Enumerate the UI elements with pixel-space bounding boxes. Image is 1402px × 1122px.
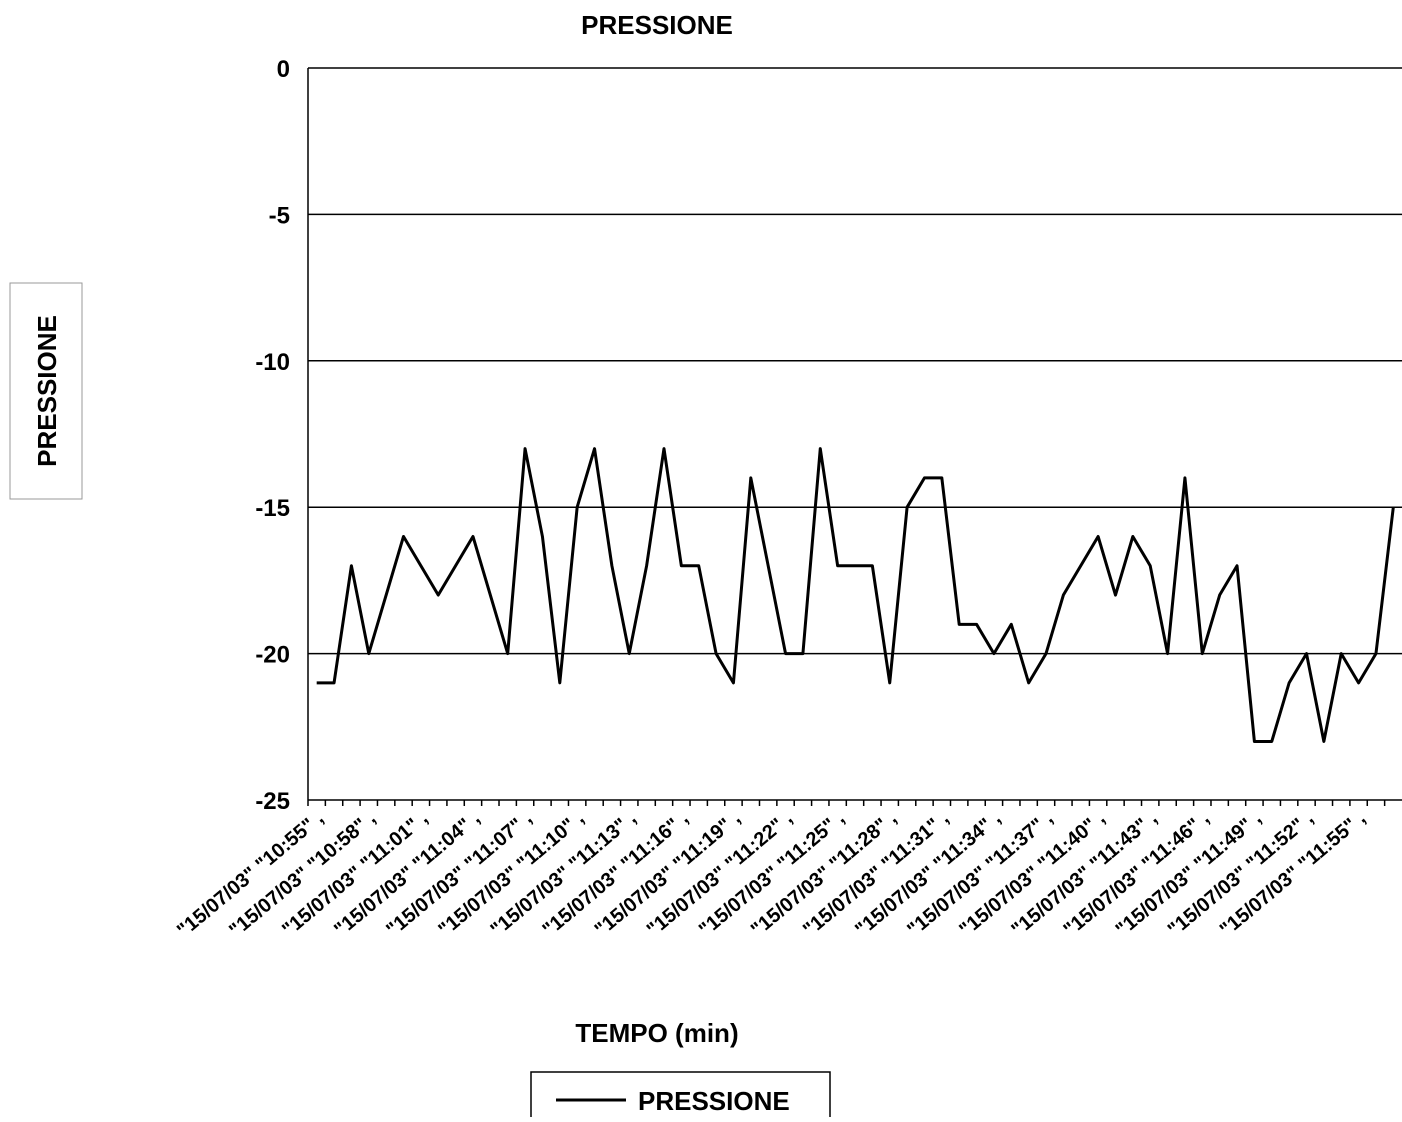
- legend-label: PRESSIONE: [638, 1086, 790, 1116]
- y-tick-label: -5: [269, 202, 290, 229]
- line: [316, 447, 1395, 743]
- y-tick-label: -10: [255, 349, 290, 376]
- y-tick-label: 0: [277, 56, 290, 83]
- x-axis-label: TEMPO (min): [575, 1018, 738, 1048]
- y-tick-label: -15: [255, 495, 290, 522]
- y-label-box: [9, 282, 83, 500]
- y-tick-label: -20: [255, 642, 290, 669]
- chart-title: PRESSIONE: [581, 10, 733, 40]
- y-axis-label: PRESSIONE: [32, 315, 62, 467]
- legend-box: [530, 1071, 831, 1122]
- legend: PRESSIONE: [556, 1086, 790, 1116]
- y-tick-label: -25: [255, 788, 290, 815]
